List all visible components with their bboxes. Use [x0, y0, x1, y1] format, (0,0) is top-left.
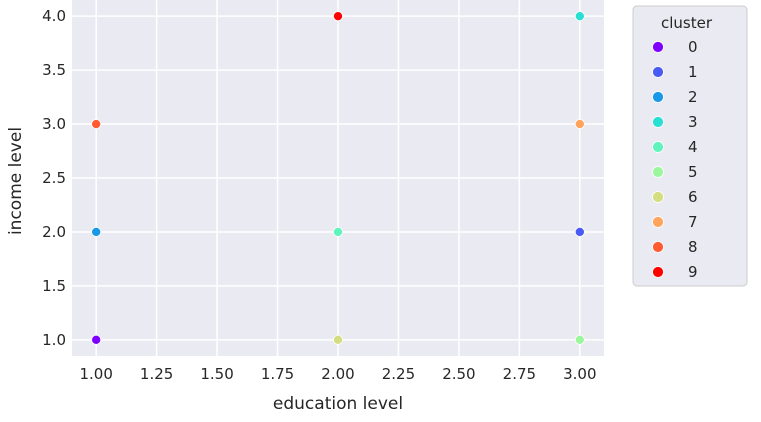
- legend-label-3: 3: [688, 113, 698, 131]
- legend-entries: 0 1 2 3 4 5 6 7 8 9: [652, 38, 698, 281]
- x-tick-label: 2.75: [503, 365, 536, 383]
- legend-label-5: 5: [688, 163, 698, 181]
- x-tick-label: 2.50: [442, 365, 475, 383]
- legend-marker-2: [652, 91, 664, 103]
- x-tick-label: 1.00: [79, 365, 112, 383]
- legend-label-6: 6: [688, 188, 698, 206]
- legend-marker-4: [652, 141, 664, 153]
- y-tick-label: 3.0: [42, 115, 66, 133]
- x-axis-title: education level: [273, 394, 403, 414]
- legend-label-7: 7: [688, 213, 698, 231]
- scatter-point-cluster-1: [574, 226, 585, 237]
- x-tick-label: 1.50: [200, 365, 233, 383]
- x-tick-labels: 1.00 1.25 1.50 1.75 2.00 2.25 2.50 2.75 3.00: [79, 365, 596, 383]
- legend-marker-9: [652, 266, 664, 278]
- scatter-point-cluster-2: [91, 226, 102, 237]
- scatter-point-cluster-3: [574, 11, 585, 22]
- y-tick-label: 4.0: [42, 7, 66, 25]
- scatter-point-cluster-5: [574, 334, 585, 345]
- scatter-point-cluster-9: [332, 11, 343, 22]
- legend-marker-8: [652, 241, 664, 253]
- x-tick-label: 1.25: [140, 365, 173, 383]
- scatter-point-cluster-8: [91, 119, 102, 130]
- scatter-point-cluster-6: [332, 334, 343, 345]
- y-tick-label: 1.0: [42, 331, 66, 349]
- legend-label-1: 1: [688, 63, 698, 81]
- legend-label-9: 9: [688, 263, 698, 281]
- legend-marker-5: [652, 166, 664, 178]
- legend-marker-6: [652, 191, 664, 203]
- legend-marker-3: [652, 116, 664, 128]
- legend: cluster 0 1 2 3 4 5 6 7 8 9: [632, 5, 748, 287]
- y-tick-label: 3.5: [42, 61, 66, 79]
- scatter-point-cluster-0: [91, 334, 102, 345]
- legend-label-4: 4: [688, 138, 698, 156]
- legend-label-2: 2: [688, 88, 698, 106]
- x-tick-label: 2.25: [382, 365, 415, 383]
- legend-label-0: 0: [688, 38, 698, 56]
- y-tick-label: 1.5: [42, 277, 66, 295]
- data-points: [91, 11, 585, 345]
- x-tick-label: 3.00: [563, 365, 596, 383]
- y-axis-title: income level: [6, 127, 26, 235]
- legend-title: cluster: [661, 14, 713, 32]
- scatter-point-cluster-7: [574, 119, 585, 130]
- legend-label-8: 8: [688, 238, 698, 256]
- legend-marker-7: [652, 216, 664, 228]
- legend-marker-1: [652, 66, 664, 78]
- x-tick-label: 2.00: [321, 365, 354, 383]
- y-tick-labels: 1.0 1.5 2.0 2.5 3.0 3.5 4.0: [42, 7, 66, 349]
- legend-marker-0: [652, 41, 664, 53]
- x-tick-label: 1.75: [261, 365, 294, 383]
- y-tick-label: 2.5: [42, 169, 66, 187]
- y-tick-label: 2.0: [42, 223, 66, 241]
- scatter-point-cluster-4: [332, 226, 343, 237]
